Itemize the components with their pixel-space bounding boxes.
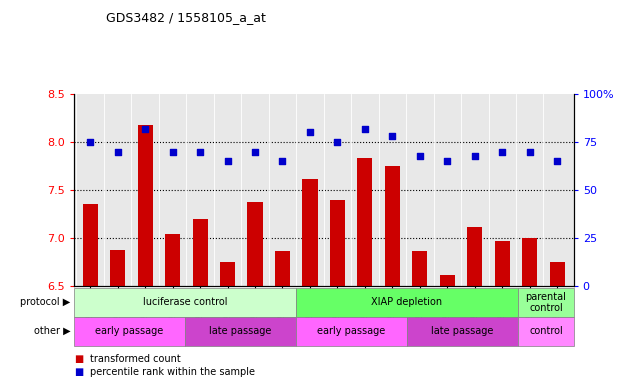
Point	[85, 139, 96, 145]
Text: parental
control: parental control	[526, 291, 567, 313]
Point	[140, 126, 150, 132]
Point	[167, 149, 178, 155]
Point	[250, 149, 260, 155]
Bar	[220, 262, 235, 286]
Point	[552, 158, 562, 164]
Bar	[165, 234, 180, 286]
Text: luciferase control: luciferase control	[142, 297, 227, 308]
Bar	[330, 200, 345, 286]
Point	[470, 152, 480, 159]
Bar	[467, 227, 482, 286]
Bar	[440, 275, 455, 286]
Bar	[296, 317, 407, 346]
Text: other ▶: other ▶	[34, 326, 71, 336]
Point	[305, 129, 315, 136]
Point	[415, 152, 425, 159]
Bar	[74, 288, 296, 317]
Point	[497, 149, 508, 155]
Text: early passage: early passage	[317, 326, 386, 336]
Bar	[303, 179, 317, 286]
Bar	[407, 317, 518, 346]
Bar	[138, 125, 153, 286]
Bar	[518, 288, 574, 317]
Point	[442, 158, 453, 164]
Text: early passage: early passage	[95, 326, 163, 336]
Bar	[495, 241, 510, 286]
Point	[222, 158, 233, 164]
Point	[113, 149, 123, 155]
Bar	[522, 238, 537, 286]
Bar	[275, 251, 290, 286]
Bar	[74, 317, 185, 346]
Text: control: control	[529, 326, 563, 336]
Text: protocol ▶: protocol ▶	[21, 297, 71, 308]
Bar	[83, 205, 98, 286]
Bar	[518, 317, 574, 346]
Text: ■: ■	[74, 367, 83, 377]
Text: XIAP depletion: XIAP depletion	[372, 297, 442, 308]
Point	[278, 158, 288, 164]
Point	[360, 126, 370, 132]
Text: GDS3482 / 1558105_a_at: GDS3482 / 1558105_a_at	[106, 12, 265, 25]
Text: ■: ■	[74, 354, 83, 364]
Point	[387, 133, 397, 139]
Text: late passage: late passage	[431, 326, 494, 336]
Text: late passage: late passage	[209, 326, 272, 336]
Bar	[192, 219, 208, 286]
Text: percentile rank within the sample: percentile rank within the sample	[90, 367, 254, 377]
Bar	[110, 250, 125, 286]
Point	[332, 139, 342, 145]
Bar	[550, 262, 565, 286]
Bar	[247, 202, 263, 286]
Point	[195, 149, 205, 155]
Point	[524, 149, 535, 155]
Bar	[296, 288, 518, 317]
Bar	[412, 251, 428, 286]
Bar	[358, 159, 372, 286]
Bar	[385, 166, 400, 286]
Bar	[185, 317, 296, 346]
Text: transformed count: transformed count	[90, 354, 181, 364]
